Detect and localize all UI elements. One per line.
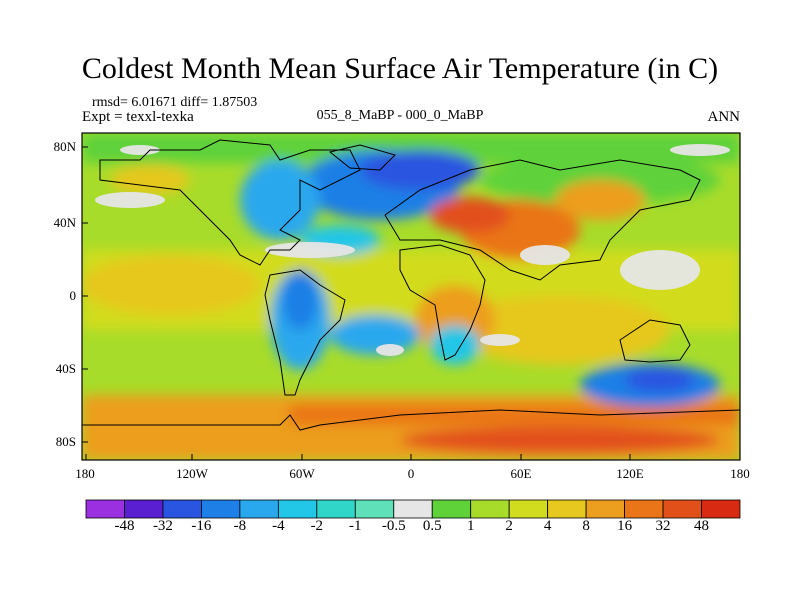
colorbar-label: 32 (655, 518, 671, 534)
colorbar-swatch (124, 499, 164, 519)
colorbar-label: 48 (694, 518, 710, 534)
colorbar-label: -1 (349, 518, 362, 534)
colorbar-label: 2 (505, 518, 513, 534)
colorbar-swatch (393, 499, 433, 519)
axis-ticks (82, 146, 741, 460)
lon-label-60e: 60E (510, 466, 532, 481)
comparison-label: 055_8_MaBP - 000_0_MaBP (316, 108, 484, 123)
experiment-label: Expt = texxl-texka (82, 109, 194, 125)
colorbar-label: -16 (191, 518, 212, 534)
colorbar (85, 499, 741, 519)
colorbar-label: -32 (152, 518, 173, 534)
colorbar-swatch (662, 499, 702, 519)
colorbar-label: -2 (310, 518, 324, 534)
colorbar-label: -48 (114, 518, 135, 534)
lon-label-60w: 60W (289, 466, 315, 481)
colorbar-swatch (470, 499, 510, 519)
colorbar-swatch (239, 499, 279, 519)
colorbar-swatch (85, 499, 125, 519)
lat-label-40s: 40S (55, 361, 76, 376)
colorbar-label: 8 (582, 518, 590, 534)
colorbar-swatch (201, 499, 241, 519)
lon-label-120e: 120E (616, 466, 644, 481)
colorbar-swatch (162, 499, 202, 519)
colorbar-swatch (585, 499, 625, 519)
colorbar-label: 0.5 (422, 518, 442, 534)
colorbar-swatch (547, 499, 587, 519)
lat-label-80n: 80N (53, 139, 76, 154)
lon-label-120w: 120W (176, 466, 208, 481)
colorbar-swatch (316, 499, 356, 519)
colorbar-swatch (277, 499, 318, 519)
colorbar-swatch (508, 499, 549, 519)
colorbar-label: 1 (466, 518, 475, 534)
colorbar-label: -4 (272, 518, 285, 534)
chart-title: Coldest Month Mean Surface Air Temperatu… (81, 52, 719, 85)
lat-label-0: 0 (69, 288, 77, 303)
season-label: ANN (707, 109, 741, 125)
colorbar-swatch (701, 499, 741, 519)
colorbar-swatch (624, 499, 664, 519)
colorbar-swatch (431, 499, 472, 519)
colorbar-label: 4 (543, 518, 552, 534)
rmsd-diff-stats: rmsd= 6.01671 diff= 1.87503 (92, 95, 258, 110)
colorbar-label: -8 (233, 518, 247, 534)
temperature-field (82, 133, 740, 460)
lon-label-0: 0 (407, 466, 415, 481)
colorbar-label: 16 (617, 518, 633, 534)
colorbar-label: -0.5 (381, 518, 406, 534)
colorbar-swatch (354, 499, 395, 519)
lon-label-180e: 180 (730, 466, 750, 481)
lon-label-180w: 180 (75, 466, 95, 481)
lat-label-40n: 40N (53, 215, 76, 230)
lat-label-80s: 80S (55, 434, 76, 449)
